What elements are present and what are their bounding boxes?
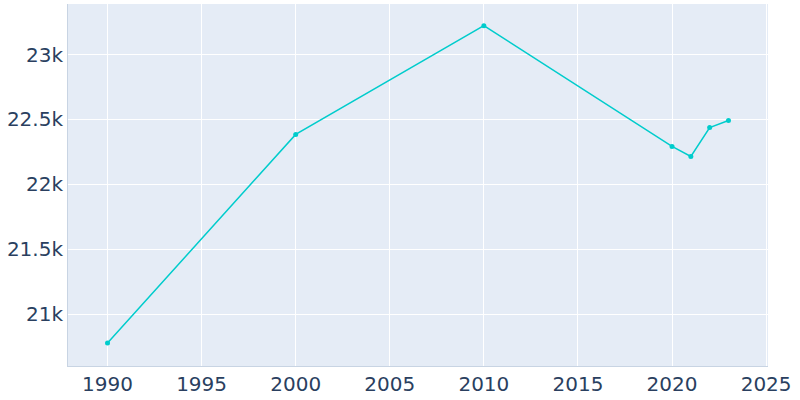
svg-text:21k: 21k bbox=[26, 302, 63, 326]
svg-text:22.5k: 22.5k bbox=[7, 107, 64, 131]
svg-text:2010: 2010 bbox=[458, 372, 509, 396]
svg-text:2025: 2025 bbox=[741, 372, 792, 396]
svg-text:2015: 2015 bbox=[552, 372, 603, 396]
svg-text:21.5k: 21.5k bbox=[7, 237, 64, 261]
svg-text:2020: 2020 bbox=[647, 372, 698, 396]
svg-text:23k: 23k bbox=[26, 43, 63, 67]
svg-text:2005: 2005 bbox=[364, 372, 415, 396]
svg-text:1995: 1995 bbox=[176, 372, 227, 396]
svg-text:22k: 22k bbox=[26, 172, 63, 196]
svg-text:1990: 1990 bbox=[82, 372, 133, 396]
svg-text:2000: 2000 bbox=[270, 372, 321, 396]
